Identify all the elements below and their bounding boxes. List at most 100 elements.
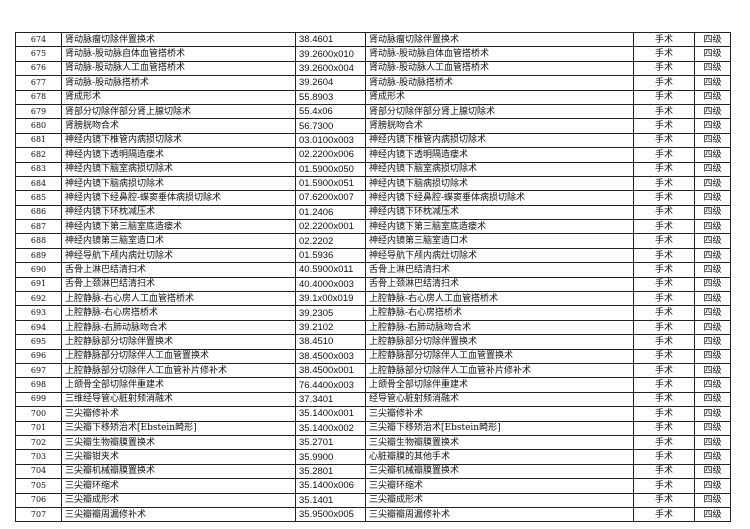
level: 四级 [694, 31, 731, 48]
row-number: 687 [15, 219, 62, 235]
row-number: 700 [15, 406, 62, 422]
procedure-name: 上颌骨全部切除伴重建术 [61, 377, 296, 393]
code-name: 三尖瓣瓣周漏修补术 [365, 506, 634, 523]
procedure-name: 上腔静脉-右心房人工血管搭桥术 [61, 291, 296, 307]
category: 手术 [633, 262, 695, 278]
level: 四级 [694, 276, 731, 293]
category: 手术 [633, 449, 695, 465]
procedure-code: 01.5900x051 [295, 175, 366, 192]
procedure-code: 38.4601 [295, 31, 366, 48]
code-name: 三尖瓣修补术 [365, 406, 634, 422]
procedure-name: 神经内镜下环枕减压术 [61, 204, 296, 221]
table-row: 705 三尖瓣环缩术 35.1400x006 三尖瓣环缩术 手术 四级 [15, 478, 731, 494]
category: 手术 [633, 219, 695, 235]
procedure-code: 02.2200x001 [295, 219, 366, 235]
row-number: 683 [15, 161, 62, 177]
procedure-name: 神经导航下颅内病灶切除术 [61, 247, 296, 264]
category: 手术 [633, 420, 695, 436]
table-row: 676 肾动脉-股动脉人工血管搭桥术 39.2600x004 肾动脉-股动脉人工血管搭… [15, 60, 731, 77]
table-row: 699 三维经导管心脏射频消融术 37.3401 经导管心脏射频消融术 手术 四级 [15, 391, 731, 408]
procedure-name: 三尖瓣生物瓣膜置换术 [61, 434, 296, 451]
level: 四级 [694, 118, 731, 134]
table-row: 695 上腔静脉部分切除伴置换术 38.4510 上腔静脉部分切除伴置换术 手术 四级 [15, 334, 731, 350]
category: 手术 [633, 190, 695, 206]
level: 四级 [694, 420, 731, 436]
category: 手术 [633, 247, 695, 264]
procedure-code: 55.8903 [295, 89, 366, 105]
category: 手术 [633, 406, 695, 422]
category: 手术 [633, 75, 695, 91]
level: 四级 [694, 334, 731, 350]
procedure-code: 38.4500x003 [295, 348, 366, 364]
procedure-code: 35.1400x002 [295, 420, 366, 436]
level: 四级 [694, 46, 731, 62]
code-name: 肾动脉瘤切除伴置换术 [365, 31, 634, 48]
table-row: 674 肾动脉瘤切除伴置换术 38.4601 肾动脉瘤切除伴置换术 手术 四级 [15, 31, 731, 48]
procedure-code: 40.4000x003 [295, 276, 366, 293]
procedure-code: 39.2600x010 [295, 46, 366, 62]
procedure-code: 01.2406 [295, 204, 366, 221]
code-name: 神经内镜下脑病损切除术 [365, 175, 634, 192]
table-row: 692 上腔静脉-右心房人工血管搭桥术 39.1x00x019 上腔静脉-右心房人工血… [15, 291, 731, 307]
level: 四级 [694, 434, 731, 451]
level: 四级 [694, 175, 731, 192]
category: 手术 [633, 377, 695, 393]
procedure-code: 55.4x06 [295, 103, 366, 120]
category: 手术 [633, 118, 695, 134]
row-number: 698 [15, 377, 62, 393]
code-name: 神经导航下颅内病灶切除术 [365, 247, 634, 264]
procedure-code: 35.9500x005 [295, 506, 366, 523]
table-row: 681 神经内镜下椎管内病损切除术 03.0100x003 神经内镜下椎管内病损切除术… [15, 132, 731, 149]
procedure-table: 674 肾动脉瘤切除伴置换术 38.4601 肾动脉瘤切除伴置换术 手术 四级 675 肾动脉… [15, 31, 731, 523]
table-row: 703 三尖瓣钳夹术 35.9900 心脏瓣膜的其他手术 手术 四级 [15, 449, 731, 465]
table-row: 696 上腔静脉部分切除伴人工血管置换术 38.4500x003 上腔静脉部分切除伴人… [15, 348, 731, 364]
code-name: 上腔静脉部分切除伴人工血管置换术 [365, 348, 634, 364]
row-number: 678 [15, 89, 62, 105]
code-name: 肾动脉-股动脉搭桥术 [365, 75, 634, 91]
procedure-name: 三尖瓣瓣周漏修补术 [61, 506, 296, 523]
procedure-code: 40.5900x011 [295, 262, 366, 278]
level: 四级 [694, 132, 731, 149]
procedure-name: 神经内镜下经鼻腔-蝶窦垂体病损切除术 [61, 190, 296, 206]
table-row: 697 上腔静脉部分切除伴人工血管补片修补术 38.4500x001 上腔静脉部分切除… [15, 362, 731, 379]
category: 手术 [633, 434, 695, 451]
procedure-name: 上腔静脉部分切除伴人工血管补片修补术 [61, 362, 296, 379]
code-name: 舌骨上淋巴结清扫术 [365, 262, 634, 278]
procedure-name: 肾动脉-股动脉自体血管搭桥术 [61, 46, 296, 62]
category: 手术 [633, 362, 695, 379]
row-number: 675 [15, 46, 62, 62]
procedure-code: 35.2801 [295, 463, 366, 480]
level: 四级 [694, 103, 731, 120]
table-row: 702 三尖瓣生物瓣膜置换术 35.2701 三尖瓣生物瓣膜置换术 手术 四级 [15, 434, 731, 451]
level: 四级 [694, 463, 731, 480]
row-number: 685 [15, 190, 62, 206]
table-row: 707 三尖瓣瓣周漏修补术 35.9500x005 三尖瓣瓣周漏修补术 手术 四级 [15, 506, 731, 523]
level: 四级 [694, 362, 731, 379]
code-name: 肾部分切除伴部分肾上腺切除术 [365, 103, 634, 120]
code-name: 三尖瓣成形术 [365, 492, 634, 508]
code-name: 神经内镜下环枕减压术 [365, 204, 634, 221]
table-row: 678 肾成形术 55.8903 肾成形术 手术 四级 [15, 89, 731, 105]
code-name: 三尖瓣环缩术 [365, 478, 634, 494]
table-row: 698 上颌骨全部切除伴重建术 76.4400x003 上颌骨全部切除伴重建术 手术 四级 [15, 377, 731, 393]
procedure-code: 39.2102 [295, 319, 366, 336]
procedure-name: 三尖瓣机械瓣膜置换术 [61, 463, 296, 480]
level: 四级 [694, 247, 731, 264]
procedure-name: 神经内镜下脑室病损切除术 [61, 161, 296, 177]
procedure-code: 02.2200x006 [295, 147, 366, 163]
procedure-name: 三尖瓣修补术 [61, 406, 296, 422]
level: 四级 [694, 305, 731, 321]
level: 四级 [694, 291, 731, 307]
level: 四级 [694, 89, 731, 105]
procedure-name: 肾动脉-股动脉人工血管搭桥术 [61, 60, 296, 77]
procedure-name: 肾动脉瘤切除伴置换术 [61, 31, 296, 48]
table-row: 689 神经导航下颅内病灶切除术 01.5936 神经导航下颅内病灶切除术 手术 四级 [15, 247, 731, 264]
code-name: 肾动脉-股动脉人工血管搭桥术 [365, 60, 634, 77]
procedure-name: 三尖瓣环缩术 [61, 478, 296, 494]
category: 手术 [633, 276, 695, 293]
row-number: 689 [15, 247, 62, 264]
category: 手术 [633, 161, 695, 177]
category: 手术 [633, 391, 695, 408]
category: 手术 [633, 334, 695, 350]
row-number: 676 [15, 60, 62, 77]
